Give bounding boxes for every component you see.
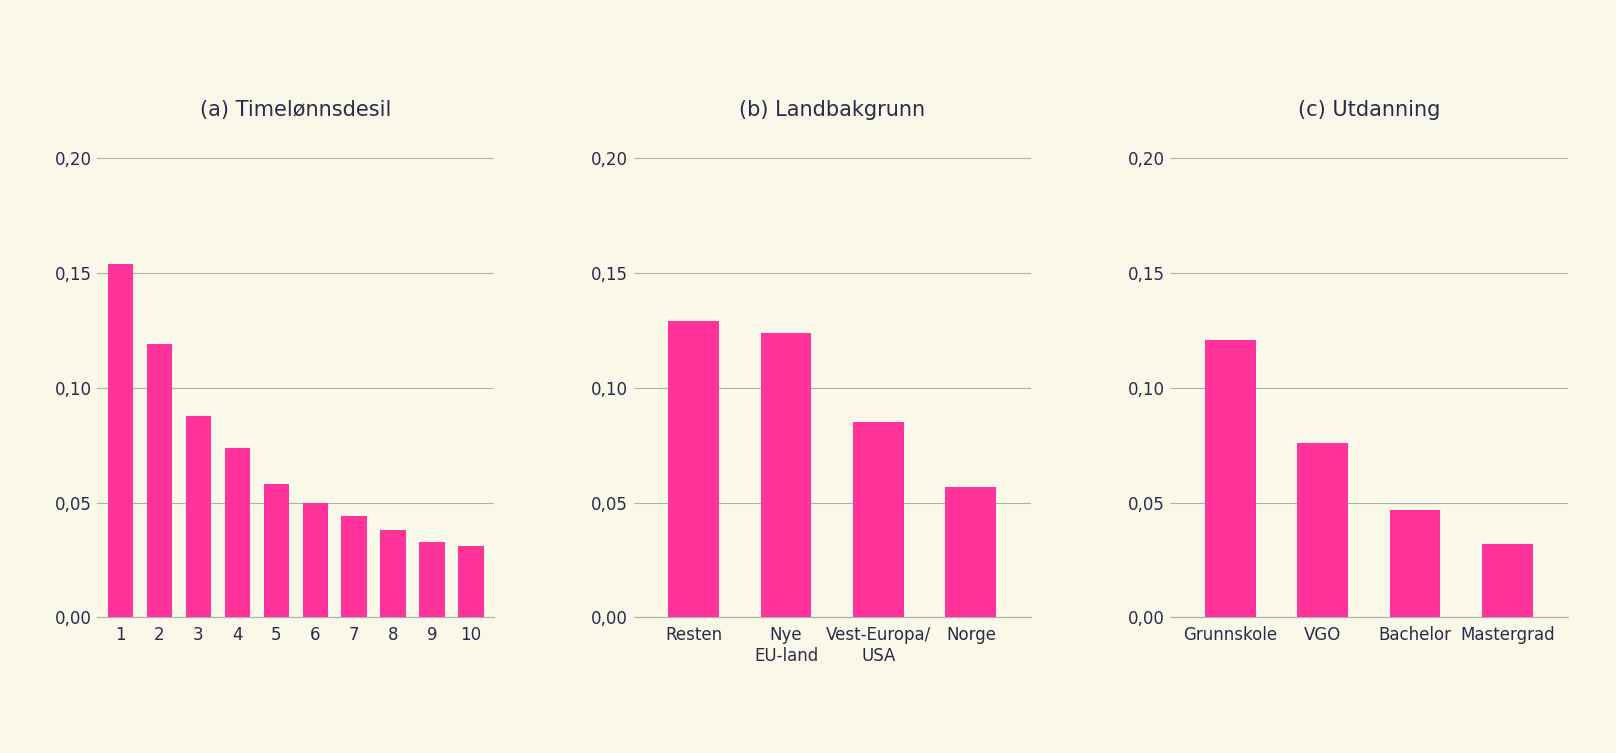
Bar	[147, 344, 171, 617]
Bar	[263, 484, 289, 617]
Bar	[302, 503, 328, 617]
Bar	[420, 541, 444, 617]
Bar	[1482, 544, 1534, 617]
Bar	[1390, 510, 1440, 617]
Bar	[341, 517, 367, 617]
Bar	[186, 416, 212, 617]
Bar	[108, 264, 133, 617]
Title: (a) Timelønnsdesil: (a) Timelønnsdesil	[200, 100, 391, 120]
Title: (b) Landbakgrunn: (b) Landbakgrunn	[739, 100, 926, 120]
Bar	[459, 547, 483, 617]
Bar	[1298, 443, 1348, 617]
Bar	[945, 486, 997, 617]
Title: (c) Utdanning: (c) Utdanning	[1298, 100, 1440, 120]
Bar	[761, 333, 811, 617]
Bar	[853, 422, 903, 617]
Bar	[225, 447, 250, 617]
Bar	[380, 530, 406, 617]
Bar	[1206, 340, 1256, 617]
Bar	[667, 322, 719, 617]
